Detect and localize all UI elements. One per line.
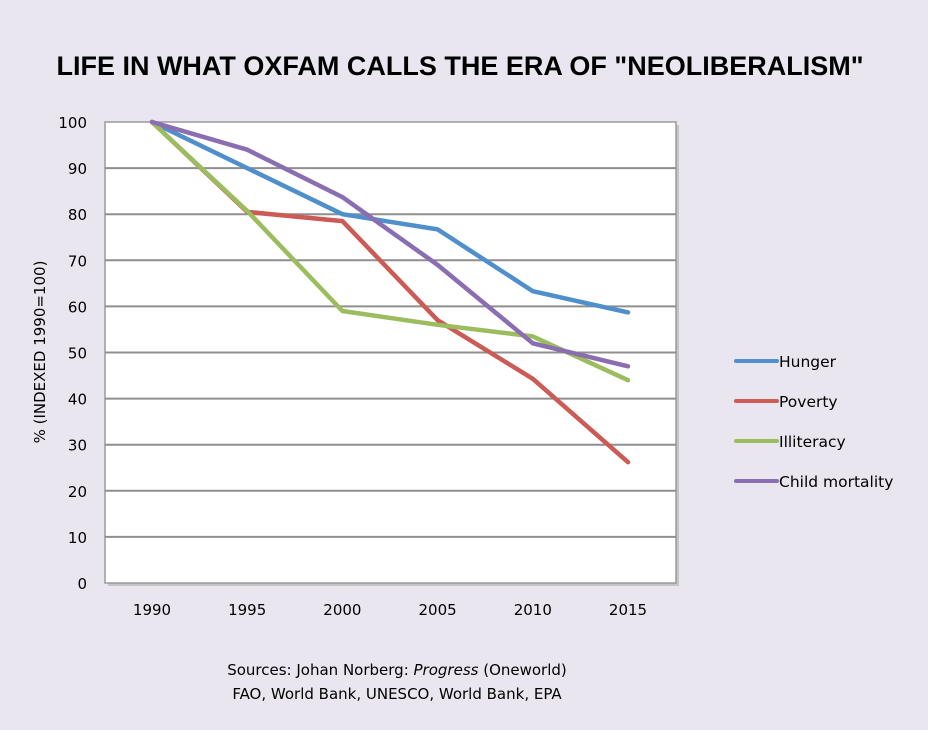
y-tick-label: 90 (68, 160, 87, 178)
sources-prefix: Sources: Johan Norberg: (227, 661, 413, 679)
y-tick-label: 60 (68, 298, 87, 316)
legend-label: Hunger (779, 353, 837, 371)
x-tick-label: 2000 (323, 601, 361, 619)
legend-item: Child mortality (734, 473, 893, 491)
y-tick-label: 20 (68, 483, 87, 501)
x-tick-label: 1995 (228, 601, 266, 619)
y-axis-label: % (INDEXED 1990=100) (31, 261, 49, 444)
y-tick-label: 50 (68, 345, 87, 363)
legend-item: Poverty (734, 393, 838, 411)
x-tick-label: 2005 (419, 601, 457, 619)
y-tick-label: 10 (68, 529, 87, 547)
legend-label: Illiteracy (779, 433, 846, 451)
y-tick-label: 0 (77, 575, 87, 593)
y-tick-label: 100 (58, 114, 87, 132)
y-axis-ticks: 0 10 20 30 40 50 60 70 80 90 100 (58, 114, 87, 593)
x-tick-label: 1990 (133, 601, 171, 619)
y-tick-label: 40 (68, 391, 87, 409)
series-line-hunger (149, 119, 631, 315)
sources-book-title: Progress (414, 661, 479, 679)
sources-line-1: Sources: Johan Norberg: Progress (Onewor… (227, 661, 567, 679)
y-tick-label: 70 (68, 252, 87, 270)
chart-title: LIFE IN WHAT OXFAM CALLS THE ERA OF "NEO… (56, 51, 863, 81)
y-tick-label: 30 (68, 437, 87, 455)
series-line-child-mortality (149, 119, 631, 369)
legend-label: Child mortality (779, 473, 893, 491)
series-line-illiteracy (149, 119, 631, 383)
legend: Hunger Poverty Illiteracy Child mortality (734, 353, 893, 491)
x-axis-ticks: 1990 1995 2000 2005 2010 2015 (133, 601, 647, 619)
y-tick-label: 80 (68, 206, 87, 224)
legend-item: Illiteracy (734, 433, 846, 451)
x-tick-label: 2010 (514, 601, 552, 619)
sources-line-2: FAO, World Bank, UNESCO, World Bank, EPA (232, 685, 562, 703)
series-lines (149, 119, 631, 465)
legend-item: Hunger (734, 353, 837, 371)
sources-suffix: (Oneworld) (478, 661, 566, 679)
x-tick-label: 2015 (609, 601, 647, 619)
gridlines (105, 167, 676, 538)
legend-label: Poverty (779, 393, 838, 411)
